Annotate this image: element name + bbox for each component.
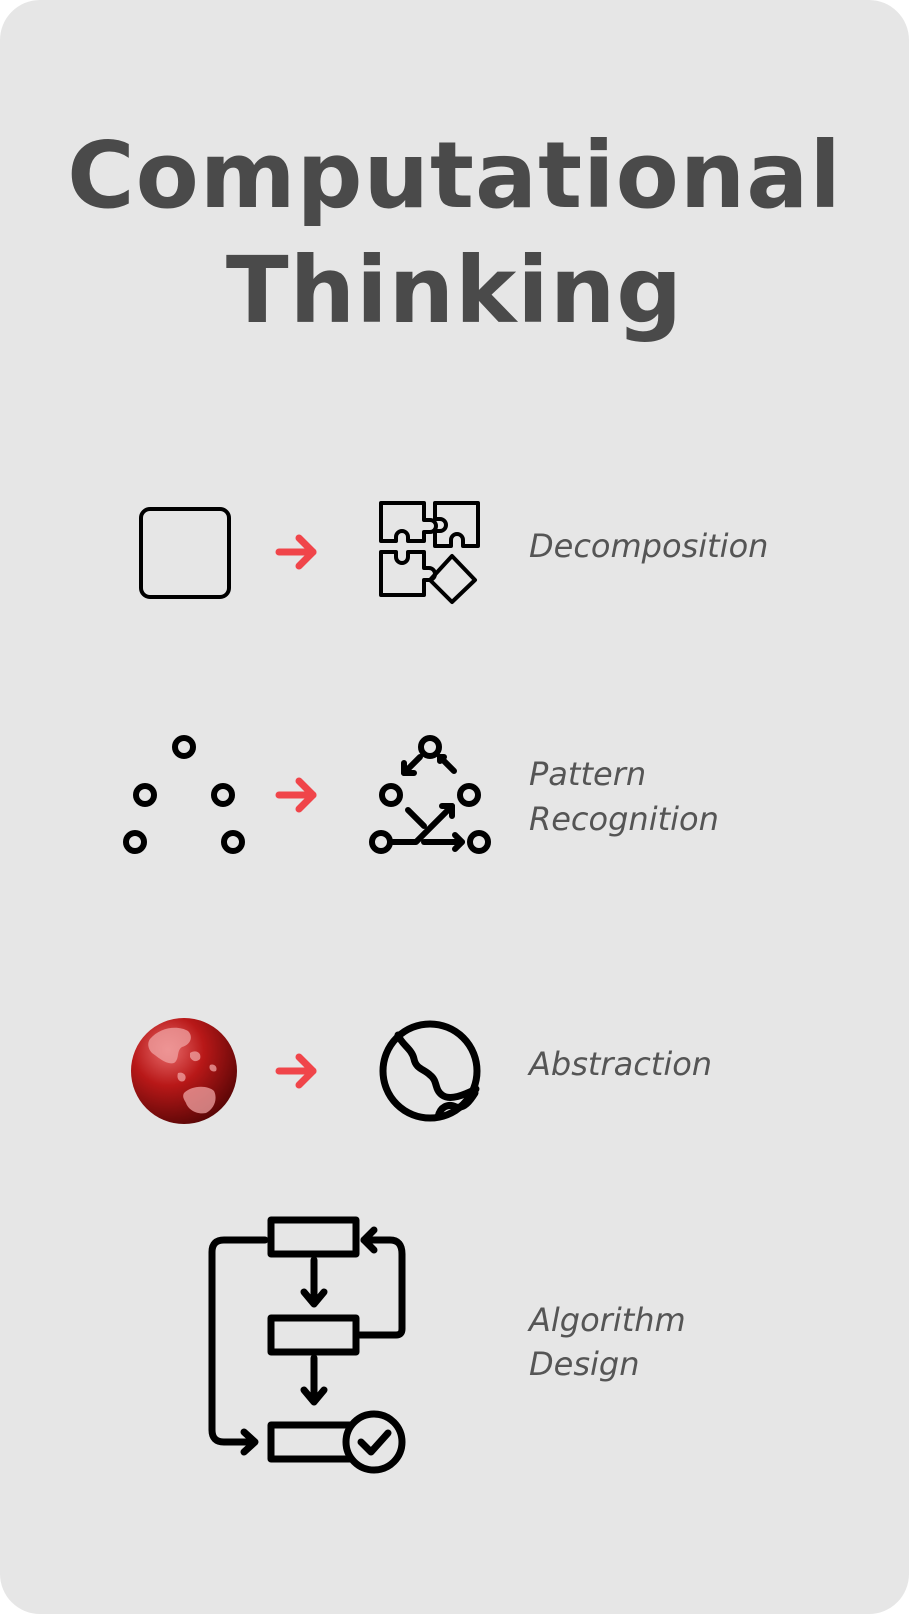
puzzle-pieces-icon [379, 501, 480, 604]
step-label-pattern-line1: Pattern [529, 755, 647, 793]
step-label-pattern-line2: Recognition [529, 800, 719, 838]
flowchart-icon [208, 1216, 406, 1474]
step-label-algorithm-line1: Algorithm [529, 1301, 686, 1339]
step-label-abstraction: Abstraction [529, 1045, 713, 1083]
arrow-right-icon [275, 777, 317, 813]
red-globe-icon [131, 1018, 237, 1124]
connected-dots-icon [369, 735, 491, 854]
page-title-line2: Thinking [225, 237, 684, 344]
globe-outline-icon [379, 1020, 481, 1122]
step-label-decomposition: Decomposition [529, 527, 769, 565]
page-title-line1: Computational [67, 122, 842, 229]
step-label-algorithm-line2: Design [529, 1345, 640, 1383]
square-icon [139, 507, 231, 599]
arrow-right-icon [275, 534, 317, 570]
scattered-dots-icon [123, 735, 245, 854]
arrow-right-icon [275, 1053, 317, 1089]
